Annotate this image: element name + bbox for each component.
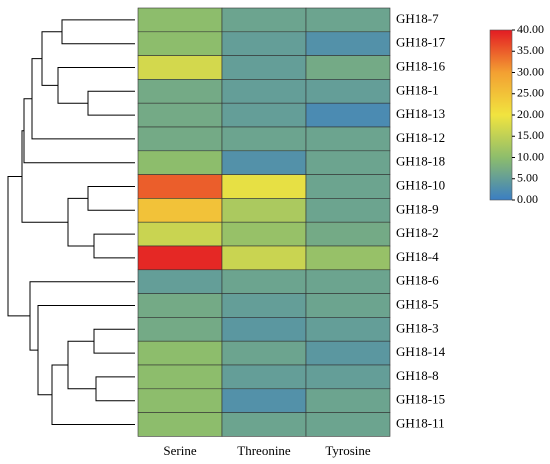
heatmap-cell bbox=[305, 31, 391, 56]
colorbar-tick-label: 40.00 bbox=[517, 22, 544, 36]
heatmap-cell bbox=[221, 340, 307, 366]
heatmap-cell bbox=[305, 245, 391, 271]
heatmap-cell bbox=[137, 198, 223, 223]
colorbar-tick-label: 25.00 bbox=[517, 86, 544, 100]
heatmap-cell bbox=[221, 198, 307, 223]
row-label: GH18-1 bbox=[396, 82, 439, 97]
row-label: GH18-16 bbox=[396, 58, 446, 73]
heatmap-cell bbox=[137, 388, 223, 413]
heatmap-cell bbox=[305, 198, 391, 223]
heatmap-cell bbox=[221, 317, 307, 342]
heatmap-cell bbox=[305, 221, 391, 247]
column-label: Tyrosine bbox=[325, 443, 371, 458]
heatmap-cell bbox=[221, 31, 307, 56]
row-label: GH18-8 bbox=[396, 368, 439, 383]
heatmap-cell bbox=[221, 174, 307, 199]
row-label: GH18-2 bbox=[396, 225, 439, 240]
heatmap-cell bbox=[305, 364, 391, 390]
heatmap-cell bbox=[137, 150, 223, 175]
row-label: GH18-7 bbox=[396, 11, 439, 26]
heatmap-cell bbox=[305, 55, 391, 80]
heatmap-cell bbox=[305, 412, 391, 437]
heatmap-cell bbox=[137, 55, 223, 80]
dendrogram bbox=[7, 19, 135, 425]
row-label: GH18-13 bbox=[396, 106, 445, 121]
heatmap-cell bbox=[305, 126, 391, 152]
heatmap-cell bbox=[137, 221, 223, 247]
heatmap-cell bbox=[305, 102, 391, 128]
heatmap-cell bbox=[221, 364, 307, 390]
heatmap-cell bbox=[137, 317, 223, 342]
row-label: GH18-11 bbox=[396, 415, 445, 430]
colorbar-tick-label: 35.00 bbox=[517, 43, 544, 57]
row-label: GH18-12 bbox=[396, 130, 445, 145]
row-label: GH18-14 bbox=[396, 344, 446, 359]
colorbar-tick-label: 10.00 bbox=[517, 149, 544, 163]
column-label: Serine bbox=[163, 443, 196, 458]
heatmap-cell bbox=[137, 269, 223, 294]
heatmap-cell bbox=[137, 412, 223, 437]
heatmap-cell bbox=[221, 150, 307, 175]
heatmap-cell bbox=[137, 102, 223, 128]
heatmap-cell bbox=[221, 102, 307, 128]
heatmap-cell bbox=[305, 79, 391, 104]
heatmap-cell bbox=[221, 293, 307, 318]
heatmap-cell bbox=[137, 340, 223, 366]
heatmap-cell bbox=[221, 7, 307, 33]
heatmap-cell bbox=[221, 245, 307, 271]
row-label: GH18-15 bbox=[396, 392, 445, 407]
heatmap-cell bbox=[305, 150, 391, 175]
colorbar-tick-label: 0.00 bbox=[517, 192, 538, 206]
row-label: GH18-5 bbox=[396, 296, 439, 311]
heatmap-cell bbox=[221, 388, 307, 413]
heatmap-cell bbox=[137, 245, 223, 271]
heatmap-cell bbox=[305, 388, 391, 413]
colorbar-tick-label: 30.00 bbox=[517, 64, 544, 78]
heatmap-cell bbox=[137, 79, 223, 104]
heatmap-cell bbox=[221, 79, 307, 104]
row-label: GH18-18 bbox=[396, 154, 445, 169]
colorbar-tick-label: 5.00 bbox=[517, 171, 538, 185]
row-label: GH18-4 bbox=[396, 249, 439, 264]
heatmap-cell bbox=[305, 174, 391, 199]
column-label: Threonine bbox=[237, 443, 291, 458]
heatmap-cell bbox=[137, 126, 223, 152]
heatmap-cell bbox=[137, 293, 223, 318]
colorbar bbox=[489, 29, 513, 201]
heatmap-cell bbox=[221, 412, 307, 437]
colorbar-tick-label: 20.00 bbox=[517, 107, 544, 121]
row-label: GH18-17 bbox=[396, 35, 446, 50]
heatmap-cell bbox=[221, 126, 307, 152]
row-label: GH18-10 bbox=[396, 177, 445, 192]
colorbar-tick-label: 15.00 bbox=[517, 128, 544, 142]
heatmap-cell bbox=[221, 221, 307, 247]
heatmap-cell bbox=[305, 269, 391, 294]
heatmap-cell bbox=[221, 269, 307, 294]
heatmap-cell bbox=[305, 7, 391, 33]
heatmap-cell bbox=[221, 55, 307, 80]
heatmap-cell bbox=[305, 340, 391, 366]
heatmap-cell bbox=[137, 364, 223, 390]
heatmap-cell bbox=[305, 293, 391, 318]
row-label: GH18-6 bbox=[396, 273, 439, 288]
heatmap-cell bbox=[137, 31, 223, 56]
heatmap-cell bbox=[137, 7, 223, 33]
row-label: GH18-9 bbox=[396, 201, 439, 216]
heatmap-cell bbox=[137, 174, 223, 199]
heatmap-cell bbox=[305, 317, 391, 342]
row-label: GH18-3 bbox=[396, 320, 439, 335]
